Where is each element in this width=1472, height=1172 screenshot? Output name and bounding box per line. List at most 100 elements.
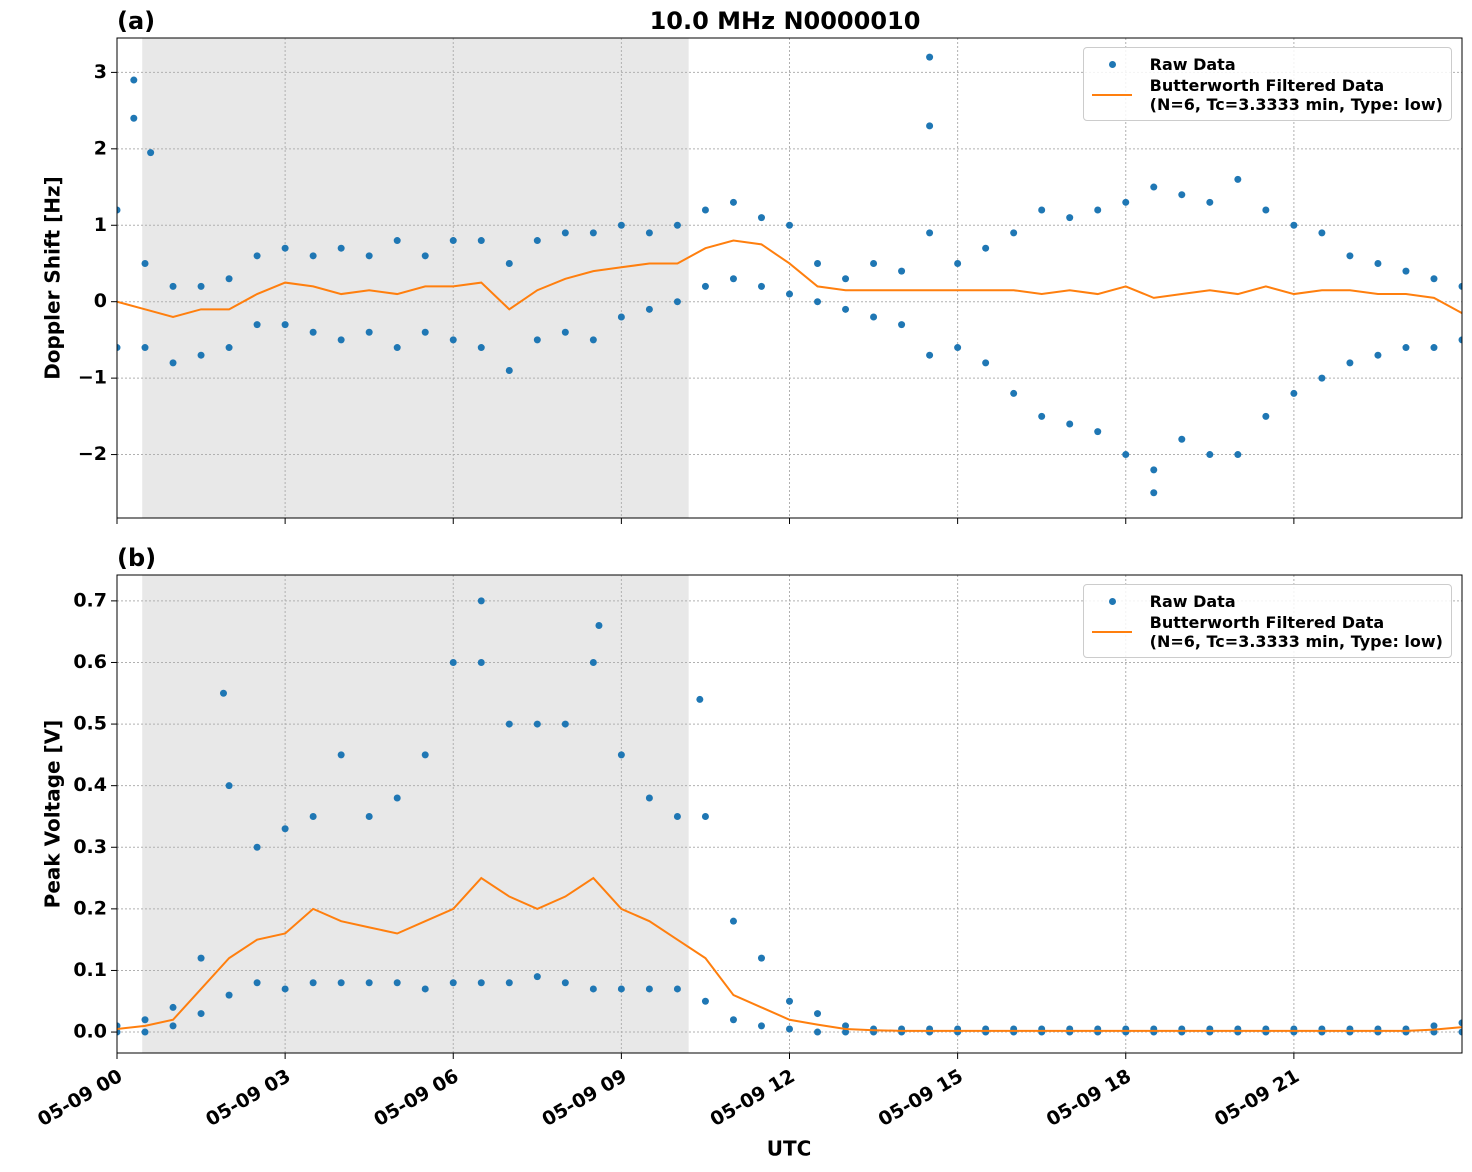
raw-point bbox=[1402, 1028, 1410, 1036]
raw-point bbox=[169, 1022, 177, 1030]
raw-point bbox=[757, 282, 765, 290]
x-axis-label: UTC bbox=[767, 1137, 812, 1161]
raw-point bbox=[117, 206, 121, 214]
raw-point bbox=[786, 997, 793, 1005]
raw-point bbox=[1122, 451, 1130, 459]
raw-point bbox=[617, 751, 625, 759]
raw-point bbox=[197, 351, 205, 359]
raw-point bbox=[365, 252, 373, 260]
raw-point bbox=[141, 259, 149, 267]
raw-point bbox=[197, 954, 205, 962]
raw-point bbox=[141, 344, 149, 352]
shaded-region bbox=[142, 575, 689, 1053]
raw-point bbox=[645, 305, 653, 313]
raw-point bbox=[757, 1022, 765, 1030]
raw-point bbox=[814, 298, 822, 306]
raw-point bbox=[1010, 229, 1018, 237]
raw-point bbox=[309, 252, 317, 260]
raw-point bbox=[505, 366, 513, 374]
raw-point bbox=[786, 221, 793, 229]
y-tick-label: 0.0 bbox=[73, 1021, 107, 1043]
raw-point bbox=[337, 336, 345, 344]
raw-point bbox=[253, 979, 261, 987]
raw-point bbox=[365, 328, 373, 336]
raw-point bbox=[617, 313, 625, 321]
raw-point bbox=[842, 305, 850, 313]
raw-point bbox=[365, 979, 373, 987]
raw-point bbox=[814, 1010, 822, 1018]
raw-point bbox=[1066, 214, 1074, 222]
y-tick-label: 0.4 bbox=[73, 774, 107, 796]
raw-point bbox=[337, 751, 345, 759]
legend-swatch bbox=[1108, 61, 1116, 68]
chart-title: 10.0 MHz N0000010 bbox=[650, 7, 921, 35]
raw-point bbox=[701, 282, 709, 290]
raw-point bbox=[533, 720, 541, 728]
raw-point bbox=[449, 658, 457, 666]
raw-point bbox=[757, 214, 765, 222]
raw-point bbox=[926, 1028, 934, 1036]
raw-point bbox=[147, 149, 155, 157]
raw-point bbox=[1318, 229, 1326, 237]
raw-point bbox=[954, 259, 962, 267]
raw-point bbox=[477, 237, 485, 245]
raw-point bbox=[169, 1003, 177, 1011]
raw-point bbox=[645, 229, 653, 237]
raw-point bbox=[982, 244, 990, 252]
y-tick-label: −1 bbox=[78, 367, 107, 389]
raw-point bbox=[197, 282, 205, 290]
raw-point bbox=[1402, 344, 1410, 352]
shaded-region bbox=[142, 38, 689, 518]
raw-point bbox=[673, 812, 681, 820]
raw-point bbox=[421, 985, 429, 993]
raw-point bbox=[309, 328, 317, 336]
y-tick-label: 2 bbox=[94, 137, 107, 159]
raw-point bbox=[696, 695, 704, 703]
raw-point bbox=[1346, 1028, 1354, 1036]
raw-point bbox=[589, 658, 597, 666]
raw-point bbox=[1458, 1028, 1462, 1036]
raw-point bbox=[898, 267, 906, 275]
raw-point bbox=[309, 812, 317, 820]
y-tick-label: 0.6 bbox=[73, 651, 107, 673]
y-axis-label: Doppler Shift [Hz] bbox=[41, 176, 65, 380]
raw-point bbox=[561, 229, 569, 237]
legend-key bbox=[1092, 591, 1132, 611]
y-tick-label: 1 bbox=[94, 214, 107, 236]
raw-point bbox=[1430, 1022, 1438, 1030]
raw-point bbox=[1458, 1019, 1462, 1027]
raw-point bbox=[449, 979, 457, 987]
raw-point bbox=[393, 344, 401, 352]
raw-point bbox=[814, 259, 822, 267]
raw-point bbox=[701, 812, 709, 820]
raw-point bbox=[169, 282, 177, 290]
raw-point bbox=[1346, 359, 1354, 367]
raw-point bbox=[337, 244, 345, 252]
raw-point bbox=[393, 979, 401, 987]
y-tick-label: 3 bbox=[94, 61, 107, 83]
raw-point bbox=[673, 985, 681, 993]
raw-point bbox=[786, 290, 793, 298]
legend-key bbox=[1092, 54, 1132, 74]
legend-swatch bbox=[1091, 631, 1132, 633]
raw-point bbox=[870, 313, 878, 321]
raw-point bbox=[926, 229, 934, 237]
raw-point bbox=[842, 275, 850, 283]
raw-point bbox=[393, 794, 401, 802]
raw-point bbox=[281, 985, 289, 993]
raw-point bbox=[1206, 1028, 1214, 1036]
legend-label: Butterworth Filtered Data (N=6, Tc=3.333… bbox=[1149, 613, 1443, 651]
plot-area bbox=[117, 53, 1462, 497]
raw-point bbox=[141, 1016, 149, 1024]
raw-point bbox=[130, 76, 138, 84]
raw-point bbox=[1122, 198, 1130, 206]
raw-point bbox=[117, 1022, 121, 1030]
raw-point bbox=[729, 198, 737, 206]
raw-point bbox=[926, 53, 934, 61]
filtered-line bbox=[117, 876, 1462, 1032]
raw-point bbox=[1318, 1028, 1326, 1036]
raw-point bbox=[729, 1016, 737, 1024]
raw-point bbox=[589, 336, 597, 344]
